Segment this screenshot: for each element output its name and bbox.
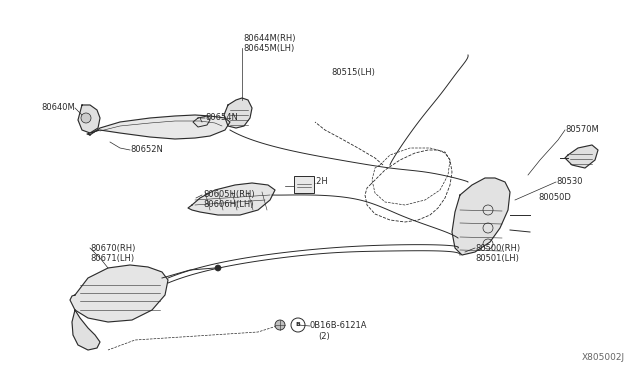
Text: 80606H(LH): 80606H(LH)	[203, 201, 253, 209]
Text: (2): (2)	[318, 331, 330, 340]
Polygon shape	[452, 178, 510, 255]
Text: 80644M(RH): 80644M(RH)	[243, 33, 296, 42]
Text: 80050D: 80050D	[538, 193, 571, 202]
Text: 80501(LH): 80501(LH)	[475, 253, 519, 263]
Text: 80670(RH): 80670(RH)	[90, 244, 136, 253]
Text: 80530: 80530	[556, 177, 582, 186]
Text: 80515(LH): 80515(LH)	[331, 67, 375, 77]
Text: 80654N: 80654N	[205, 113, 238, 122]
Circle shape	[275, 320, 285, 330]
Polygon shape	[188, 183, 275, 215]
Polygon shape	[193, 116, 210, 127]
Text: 80645M(LH): 80645M(LH)	[243, 44, 294, 52]
Text: X805002J: X805002J	[582, 353, 625, 362]
Text: 80605H(RH): 80605H(RH)	[203, 190, 255, 199]
Polygon shape	[565, 145, 598, 168]
Text: 80671(LH): 80671(LH)	[90, 253, 134, 263]
Text: 80512H: 80512H	[295, 177, 328, 186]
FancyBboxPatch shape	[294, 176, 314, 193]
Polygon shape	[224, 98, 252, 128]
Polygon shape	[78, 105, 100, 133]
Polygon shape	[87, 115, 230, 139]
Polygon shape	[72, 310, 100, 350]
Text: 80652N: 80652N	[130, 145, 163, 154]
Text: 80570M: 80570M	[565, 125, 599, 135]
Polygon shape	[70, 265, 168, 322]
Circle shape	[215, 265, 221, 271]
Circle shape	[81, 113, 91, 123]
Text: 80500(RH): 80500(RH)	[475, 244, 520, 253]
Text: B: B	[296, 323, 300, 327]
Text: 0B16B-6121A: 0B16B-6121A	[310, 321, 367, 330]
Text: 80640M: 80640M	[41, 103, 75, 112]
